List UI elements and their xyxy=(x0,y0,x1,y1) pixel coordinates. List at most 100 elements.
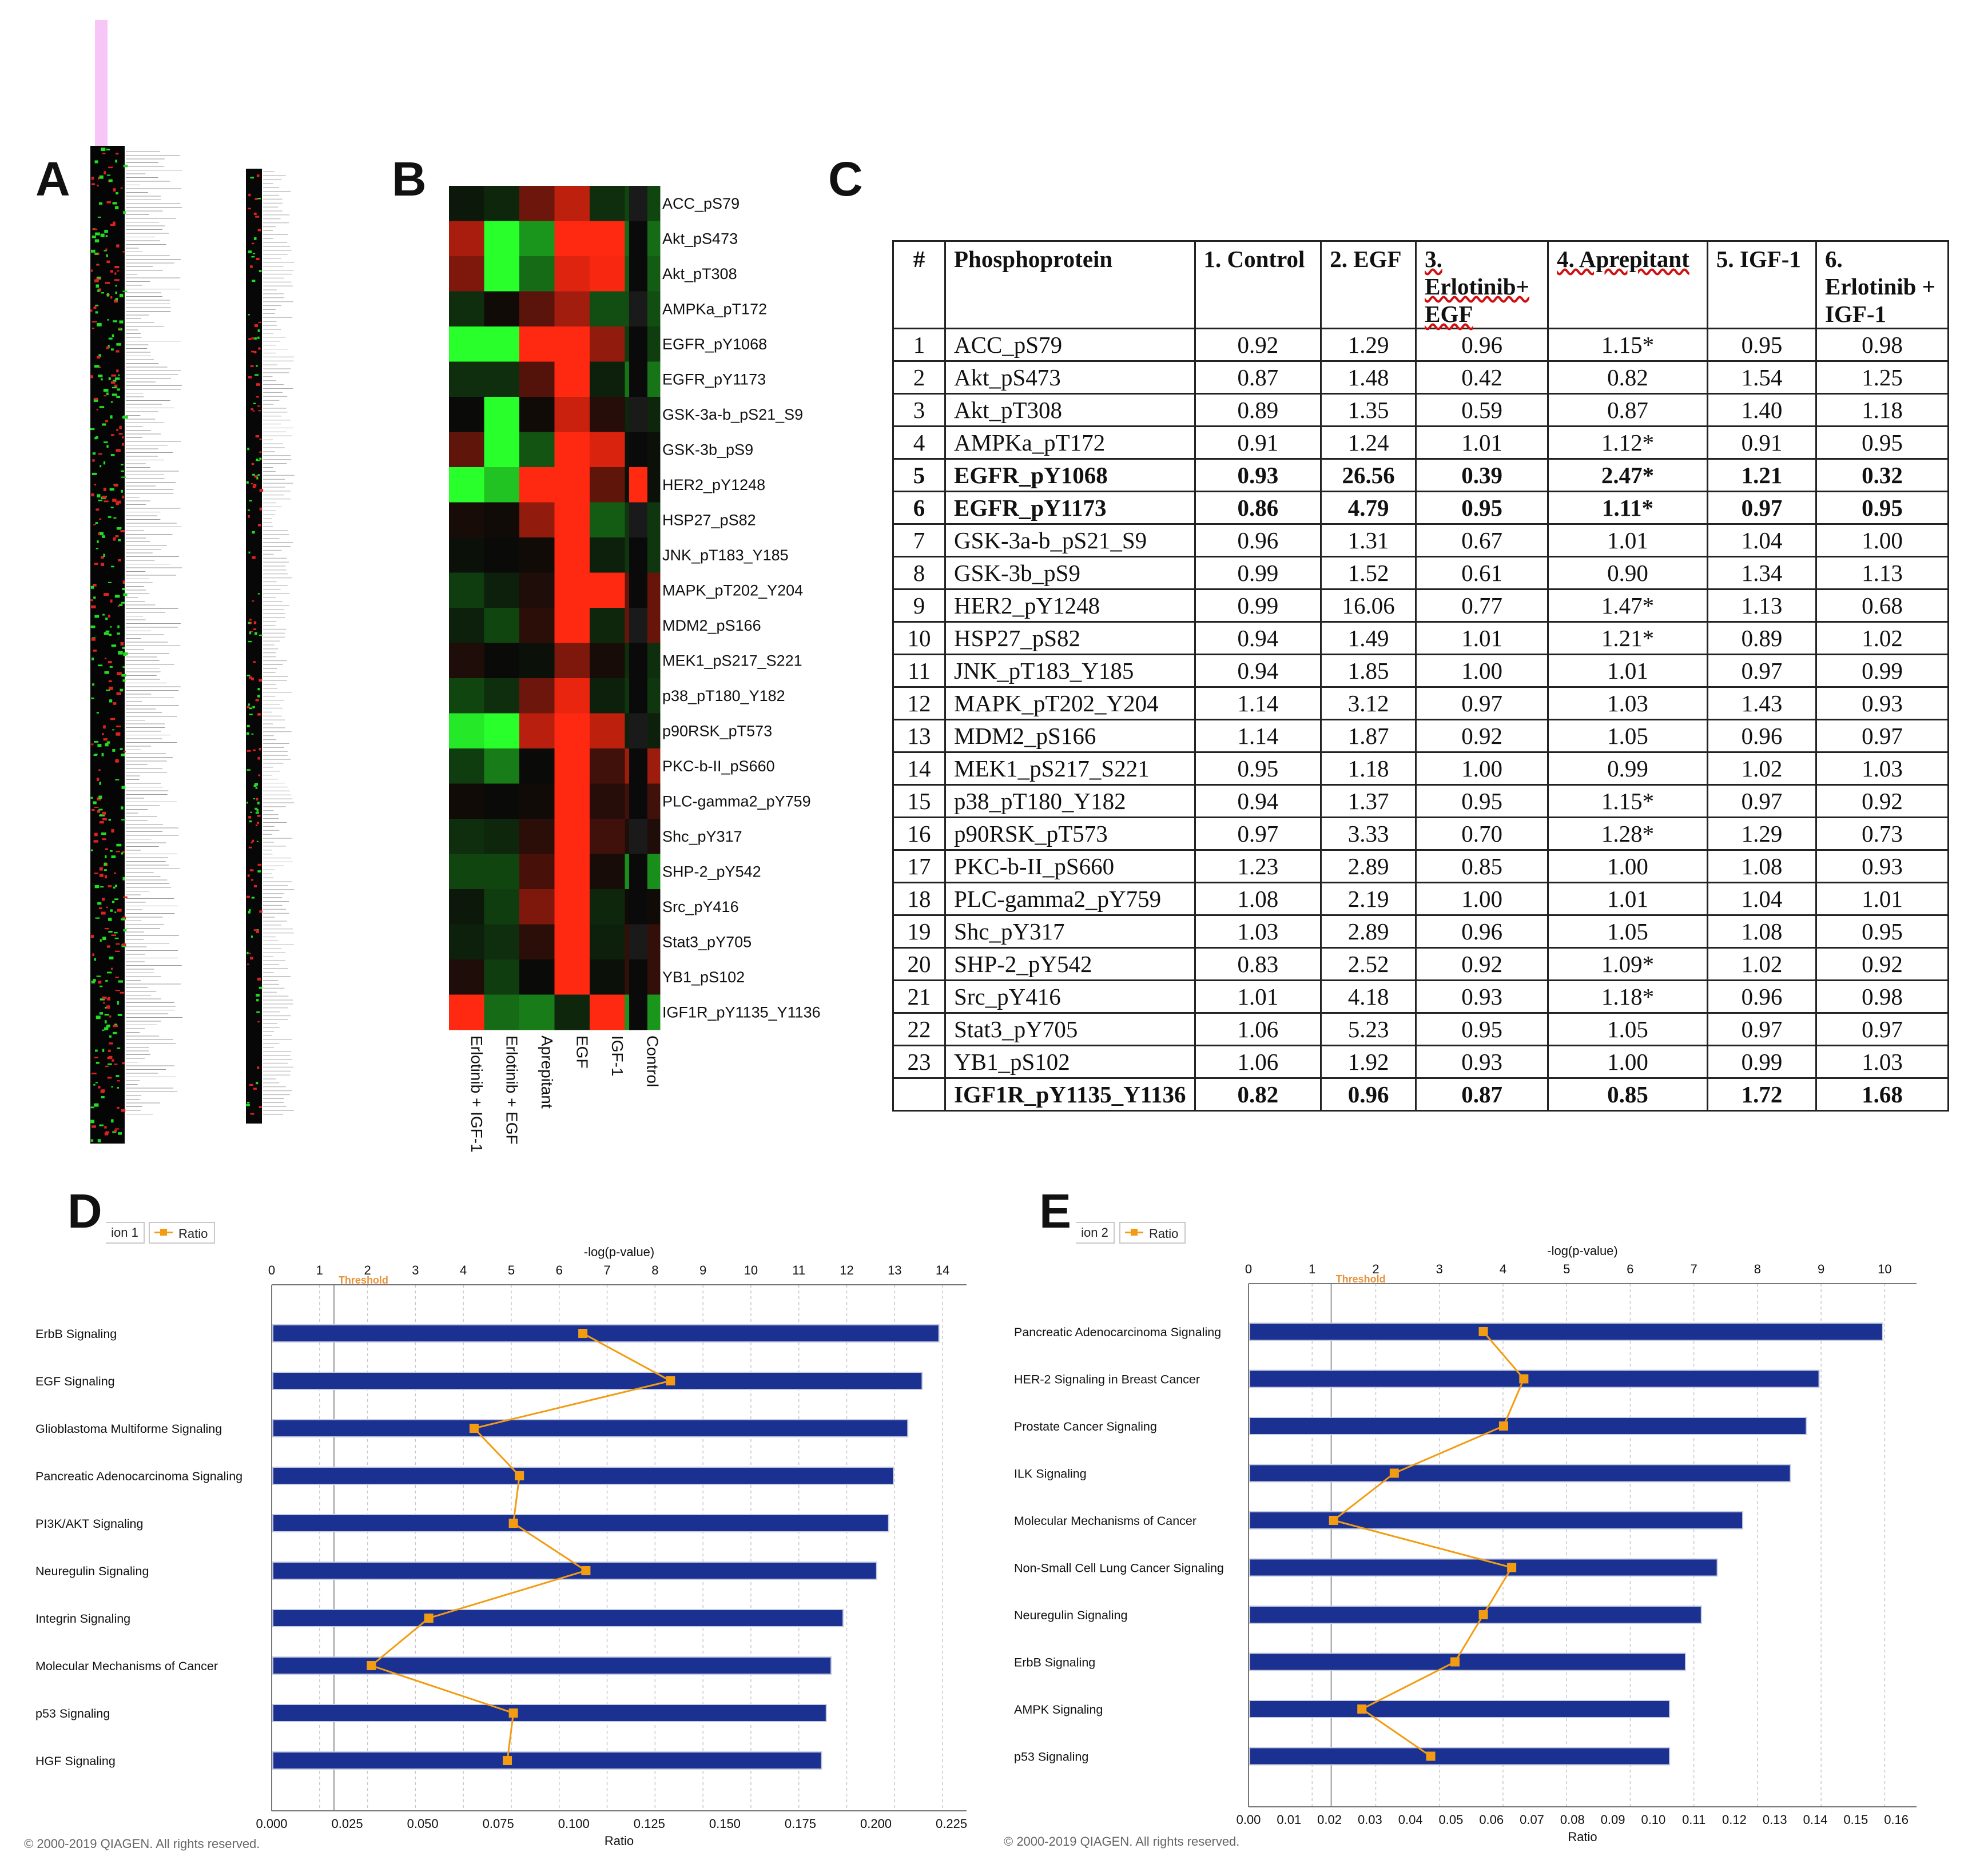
heatmap-speck xyxy=(90,249,96,253)
heatmap-speck xyxy=(102,535,105,538)
heatmap-speck xyxy=(105,235,108,237)
heatmap-cell xyxy=(519,819,555,854)
heatmap-speck xyxy=(249,1084,253,1086)
table-cell: 1.08 xyxy=(1706,914,1818,949)
heatmap-speck xyxy=(248,910,251,914)
table-cell: 0.67 xyxy=(1415,523,1549,557)
heatmap-speck xyxy=(122,943,126,946)
col-header-phosphoprotein: Phosphoprotein xyxy=(944,240,1196,329)
heatmap-speck xyxy=(118,328,122,330)
heatmap-speck xyxy=(112,749,116,752)
table-cell: 1.11* xyxy=(1547,491,1708,525)
category-label: Pancreatic Adenocarcinoma Signaling xyxy=(35,1469,242,1483)
heatmap-speck xyxy=(92,183,96,185)
heatmap-speck xyxy=(259,439,262,440)
annotation-cell xyxy=(629,924,647,960)
table-cell: 1.05 xyxy=(1547,914,1708,949)
table-cell: 1.04 xyxy=(1706,882,1818,916)
table-cell: 0.96 xyxy=(1415,914,1549,949)
heatmap-cell xyxy=(449,537,484,573)
heatmap-row-label: EGFR_pY1068 xyxy=(662,336,767,353)
heatmap-speck xyxy=(118,433,123,435)
heatmap-cell xyxy=(519,678,555,714)
heatmap-speck xyxy=(108,680,112,683)
heatmap-speck xyxy=(257,474,260,476)
heatmap-speck xyxy=(106,1005,110,1009)
heatmap-speck xyxy=(103,738,108,741)
heatmap-cell xyxy=(519,502,555,538)
ratio-legend-marker-icon xyxy=(1131,1229,1138,1236)
heatmap-speck xyxy=(122,580,125,584)
heatmap-speck xyxy=(91,638,96,641)
heatmap-speck xyxy=(99,406,105,408)
table-cell: 1.35 xyxy=(1320,393,1417,427)
category-label: AMPK Signaling xyxy=(1014,1703,1103,1716)
ratio-legend-d[interactable]: Ratio xyxy=(149,1222,215,1244)
heatmap-speck xyxy=(105,848,108,850)
tab-comparison-2-label: ion 2 xyxy=(1081,1225,1108,1240)
heatmap-speck xyxy=(94,365,100,368)
ratio-line xyxy=(1331,1331,1525,1757)
row-index: 11 xyxy=(892,654,946,688)
ratio-legend-e[interactable]: Ratio xyxy=(1119,1222,1186,1244)
heatmap-cell xyxy=(484,326,520,362)
heatmap-speck xyxy=(256,459,260,461)
heatmap-speck xyxy=(117,909,122,912)
heatmap-speck xyxy=(120,642,124,646)
top-tick-label: 8 xyxy=(651,1263,658,1277)
heatmap-speck xyxy=(118,651,123,655)
heatmap-speck xyxy=(257,229,261,232)
heatmap-speck xyxy=(256,1011,260,1013)
row-index: 10 xyxy=(892,621,946,655)
phosphoprotein-name: MEK1_pS217_S221 xyxy=(944,751,1196,786)
heatmap-speck xyxy=(257,688,260,691)
heatmap-speck xyxy=(116,843,122,847)
heatmap-cell xyxy=(519,256,555,292)
table-row: 21 Src_pY416 1.01 4.18 0.93 1.18* 0.96 0.98 xyxy=(892,979,1949,1014)
heatmap-speck xyxy=(96,548,98,549)
table-cell: 0.96 xyxy=(1706,979,1818,1014)
heatmap-speck xyxy=(105,282,110,284)
bottom-tick-label: 0.14 xyxy=(1803,1813,1828,1827)
bottom-tick-label: 0.16 xyxy=(1884,1813,1909,1827)
heatmap-speck xyxy=(95,232,100,236)
heatmap-row-label: GSK-3a-b_pS21_S9 xyxy=(662,406,803,423)
heatmap-speck xyxy=(257,405,261,407)
heatmap-speck xyxy=(110,381,116,384)
heatmap-speck xyxy=(92,321,97,323)
heatmap-speck xyxy=(123,165,128,168)
heatmap-speck xyxy=(93,524,96,525)
ratio-line xyxy=(369,1332,673,1761)
top-tick-label: 0 xyxy=(1245,1262,1252,1276)
heatmap-speck xyxy=(104,632,109,635)
tab-comparison-1[interactable]: ion 1 xyxy=(106,1222,145,1244)
heatmap-cell xyxy=(484,678,520,714)
heatmap-speck xyxy=(248,640,252,643)
heatmap-cell xyxy=(449,643,484,679)
table-cell: 4.18 xyxy=(1320,979,1417,1014)
heatmap-speck xyxy=(248,509,250,511)
table-cell: 1.00 xyxy=(1547,849,1708,883)
bottom-tick-label: 0.09 xyxy=(1601,1813,1625,1827)
heatmap-speck xyxy=(121,918,126,921)
table-row: 1 ACC_pS79 0.92 1.29 0.96 1.15* 0.95 0.98 xyxy=(892,328,1949,362)
heatmap-column-label: IGF-1 xyxy=(609,1035,626,1077)
phosphoprotein-name: YB1_pS102 xyxy=(944,1045,1196,1079)
top-axis-label: -log(p-value) xyxy=(1547,1244,1618,1258)
heatmap-speck xyxy=(123,929,127,931)
table-header-row: # Phosphoprotein 1. Control 2. EGF 3. Er… xyxy=(892,240,1949,329)
heatmap-speck xyxy=(255,783,258,786)
table-row: 15 p38_pT180_Y182 0.94 1.37 0.95 1.15* 0.97 0.9… xyxy=(892,784,1949,818)
heatmap-speck xyxy=(98,202,103,205)
heatmap-speck xyxy=(117,559,121,561)
tab-comparison-2[interactable]: ion 2 xyxy=(1076,1222,1115,1244)
table-cell: 0.97 xyxy=(1815,719,1949,753)
heatmap-cell xyxy=(484,397,520,432)
ipa-chart-e-plot: -log(p-value) 0 1 2 3 4 5 6 7 8 9 10 Threshold 0.00 0.… xyxy=(1014,1244,1917,1844)
heatmap-speck xyxy=(117,1106,120,1109)
category-label: Prostate Cancer Signaling xyxy=(1014,1420,1157,1433)
heatmap-speck xyxy=(99,867,103,871)
heatmap-speck xyxy=(99,874,104,877)
heatmap-cell xyxy=(590,959,625,995)
heatmap-speck xyxy=(113,886,116,889)
